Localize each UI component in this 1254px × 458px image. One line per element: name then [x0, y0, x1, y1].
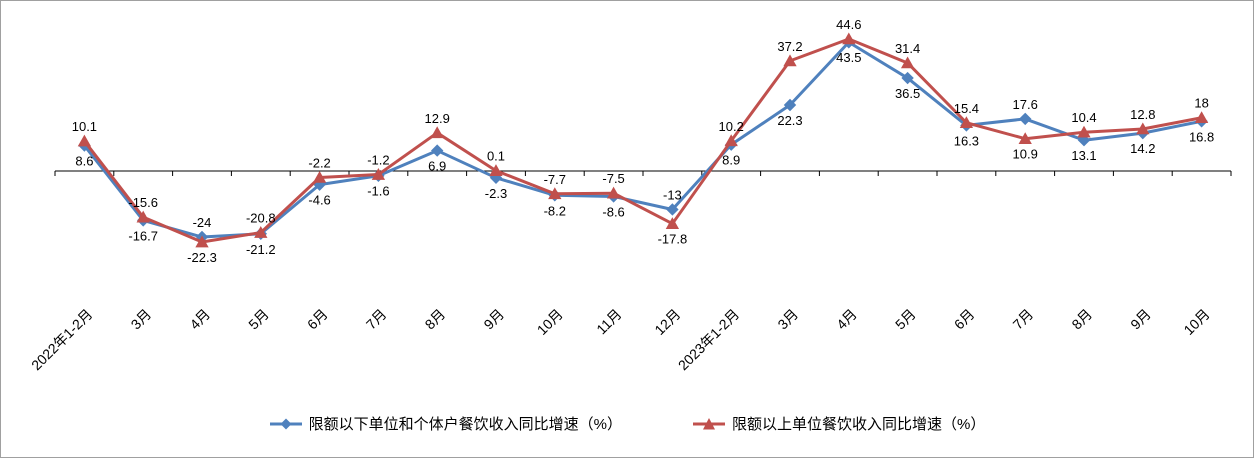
- data-point-marker: [1018, 112, 1032, 126]
- category-label: 8月: [1068, 306, 1095, 333]
- data-label: -21.2: [246, 242, 276, 257]
- data-label: 15.4: [954, 101, 979, 116]
- category-label: 2022年1-2月: [28, 306, 95, 373]
- data-point-marker: [842, 32, 856, 45]
- data-point-marker: [724, 134, 738, 147]
- data-label: 31.4: [895, 41, 920, 56]
- data-point-marker: [666, 203, 679, 216]
- category-label: 6月: [304, 306, 331, 333]
- data-label: 43.5: [836, 50, 861, 65]
- data-label: 0.1: [487, 149, 505, 164]
- category-label: 5月: [892, 306, 919, 333]
- data-point-marker: [548, 187, 562, 200]
- category-label: 2023年1-2月: [675, 306, 742, 373]
- data-point-marker: [430, 126, 444, 139]
- data-label: 37.2: [777, 39, 802, 54]
- data-point-marker: [900, 56, 915, 69]
- data-label: -1.6: [367, 184, 389, 199]
- data-label: 10.1: [72, 119, 97, 134]
- data-label: 12.8: [1130, 107, 1155, 122]
- series-line-below-quota: [83, 40, 1202, 239]
- category-label: 3月: [774, 306, 801, 333]
- data-label: 8.9: [722, 153, 740, 168]
- data-label: -8.2: [544, 203, 566, 218]
- data-point-marker: [1136, 122, 1150, 135]
- category-label: 11月: [593, 306, 624, 337]
- data-point-marker: [430, 144, 444, 157]
- data-label: -2.3: [485, 186, 507, 201]
- data-label: -7.7: [544, 172, 566, 187]
- data-point-marker: [312, 170, 327, 183]
- data-label: -1.2: [367, 153, 389, 168]
- category-label: 10月: [1180, 306, 1212, 338]
- category-label: 4月: [833, 306, 860, 333]
- category-label: 9月: [480, 306, 507, 333]
- series-line-above-quota: [83, 37, 1202, 244]
- data-point-marker: [1018, 132, 1032, 145]
- data-point-marker: [77, 134, 92, 147]
- data-label: -17.8: [658, 232, 688, 247]
- data-label: 6.9: [428, 159, 446, 174]
- data-label: -15.6: [128, 195, 158, 210]
- data-label: 17.6: [1013, 97, 1038, 112]
- data-point-marker: [136, 210, 150, 223]
- category-label: 4月: [186, 306, 213, 333]
- data-point-marker: [1194, 111, 1209, 124]
- category-label: 8月: [422, 306, 449, 333]
- data-label: 10.2: [719, 119, 744, 134]
- data-label: -13: [663, 187, 682, 202]
- data-label: 8.6: [75, 154, 93, 169]
- data-label: 36.5: [895, 86, 920, 101]
- data-label: 16.3: [954, 133, 979, 148]
- data-point-marker: [901, 71, 914, 85]
- data-label: -24: [193, 215, 212, 230]
- data-label: -4.6: [308, 193, 330, 208]
- data-label: 18: [1194, 96, 1208, 111]
- legend-label: 限额以上单位餐饮收入同比增速（%）: [732, 416, 986, 433]
- data-label: 22.3: [777, 113, 802, 128]
- data-point-marker: [783, 54, 797, 67]
- data-label: -22.3: [187, 250, 217, 265]
- data-label: 14.2: [1130, 141, 1155, 156]
- category-label: 10月: [534, 306, 566, 338]
- data-label: -7.5: [602, 171, 624, 186]
- data-label: 10.9: [1013, 147, 1038, 162]
- legend: 限额以下单位和个体户餐饮收入同比增速（%） 限额以上单位餐饮收入同比增速（%）: [1, 413, 1253, 434]
- category-label: 7月: [363, 306, 390, 333]
- data-point-marker: [1077, 125, 1091, 138]
- data-point-marker: [665, 217, 680, 229]
- legend-item-below-quota: 限额以下单位和个体户餐饮收入同比增速（%）: [269, 413, 622, 434]
- data-point-marker: [489, 164, 503, 177]
- data-label: -8.6: [602, 204, 624, 219]
- data-label: 13.1: [1071, 148, 1096, 163]
- data-label: -20.8: [246, 211, 276, 226]
- data-label: 16.8: [1189, 129, 1214, 144]
- data-point-marker: [606, 186, 621, 199]
- data-point-marker: [783, 98, 797, 112]
- data-label: -16.7: [128, 228, 158, 243]
- legend-marker-diamond-icon: [269, 418, 302, 429]
- category-label: 5月: [245, 306, 272, 333]
- data-point-marker: [371, 168, 386, 180]
- category-label: 9月: [1127, 306, 1154, 333]
- legend-marker-triangle-icon: [693, 417, 725, 429]
- data-point-marker: [959, 116, 974, 129]
- data-label: 10.4: [1071, 110, 1096, 125]
- data-label: 12.9: [425, 111, 450, 126]
- data-point-marker: [195, 235, 209, 248]
- legend-item-above-quota: 限额以上单位餐饮收入同比增速（%）: [692, 413, 985, 434]
- category-label: 6月: [951, 306, 978, 333]
- data-point-marker: [254, 226, 268, 238]
- data-label: -2.2: [308, 156, 330, 171]
- data-label: 44.6: [836, 17, 861, 32]
- category-label: 3月: [128, 306, 155, 333]
- legend-label: 限额以下单位和个体户餐饮收入同比增速（%）: [308, 416, 622, 433]
- category-label: 7月: [1010, 306, 1037, 333]
- category-label: 12月: [651, 306, 683, 338]
